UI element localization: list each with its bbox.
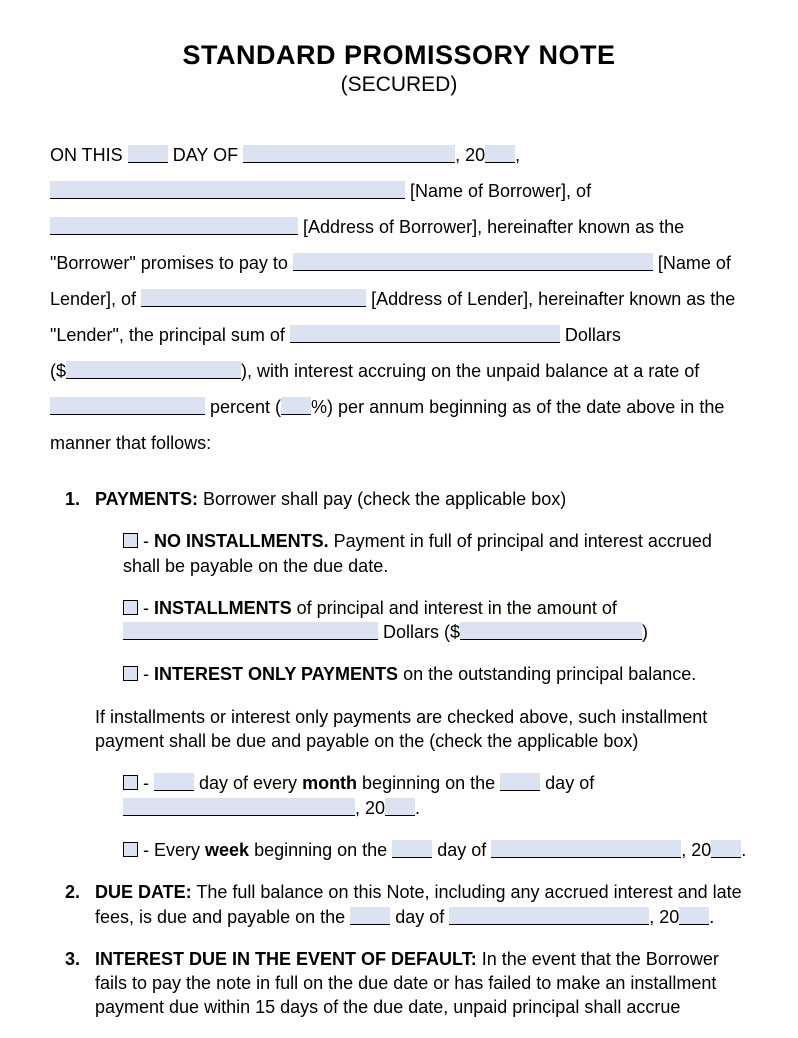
field-due-year[interactable] (679, 907, 709, 925)
section-num-1: 1. (65, 487, 95, 511)
text-on-this: ON THIS (50, 145, 123, 165)
due-date-text-d: . (709, 907, 714, 927)
payments-label: PAYMENTS: (95, 489, 198, 509)
section-num-3: 3. (65, 947, 95, 971)
section-num-2: 2. (65, 880, 95, 904)
field-week-begin-day[interactable] (392, 840, 432, 858)
field-percent-num[interactable] (281, 397, 311, 415)
section-default-interest: 3.INTEREST DUE IN THE EVENT OF DEFAULT: … (95, 947, 748, 1020)
field-month-begin-day[interactable] (500, 773, 540, 791)
checkbox-installments[interactable] (123, 600, 138, 615)
field-installment-amount[interactable] (460, 622, 642, 640)
text-close-interest: ), with interest accruing on the unpaid … (241, 361, 699, 381)
text-lender-principal: "Lender", the principal sum of (50, 325, 290, 345)
due-date-label: DUE DATE: (95, 882, 192, 902)
sched2-twenty: , 20 (681, 840, 711, 860)
opt3-bold: INTEREST ONLY PAYMENTS (154, 664, 398, 684)
opt2-text: of principal and interest in the amount … (292, 598, 617, 618)
field-week-begin-year[interactable] (711, 840, 741, 858)
due-date-text-c: , 20 (649, 907, 679, 927)
sched1-dash: - (138, 773, 154, 793)
intro-paragraph: ON THIS DAY OF , 20, [Name of Borrower],… (50, 137, 748, 461)
field-principal-amount[interactable] (66, 361, 241, 379)
field-year[interactable] (485, 145, 515, 163)
text-lender-of: Lender], of (50, 289, 141, 309)
sched1-b: beginning on the (357, 773, 500, 793)
opt3-dash: - (138, 664, 154, 684)
text-addr-borrower: [Address of Borrower], hereinafter known… (298, 217, 684, 237)
sched2-dash: - Every (138, 840, 205, 860)
opt1-bold: NO INSTALLMENTS. (154, 531, 329, 551)
field-month-ordinal[interactable] (154, 773, 194, 791)
text-open-dollar: ($ (50, 361, 66, 381)
text-addr-lender: [Address of Lender], hereinafter known a… (366, 289, 735, 309)
field-borrower-address[interactable] (50, 217, 298, 235)
sched2-period: . (741, 840, 746, 860)
opt2-dash: - (138, 598, 154, 618)
sched1-month: month (302, 773, 357, 793)
opt2-bold: INSTALLMENTS (154, 598, 292, 618)
text-manner: manner that follows: (50, 433, 211, 453)
checkbox-no-installments[interactable] (123, 533, 138, 548)
sched2-b: day of (432, 840, 491, 860)
option-interest-only: - INTEREST ONLY PAYMENTS on the outstand… (95, 662, 748, 686)
text-twenty: , 20 (455, 145, 485, 165)
payments-text: Borrower shall pay (check the applicable… (198, 489, 566, 509)
text-name-borrower: [Name of Borrower], of (405, 181, 591, 201)
sched1-period: . (415, 798, 420, 818)
field-week-begin-month[interactable] (491, 840, 681, 858)
field-lender-address[interactable] (141, 289, 366, 307)
field-due-month[interactable] (449, 907, 649, 925)
default-interest-label: INTEREST DUE IN THE EVENT OF DEFAULT: (95, 949, 477, 969)
sched2-a: beginning on the (249, 840, 392, 860)
opt2-close: ) (642, 622, 648, 642)
sched1-a: day of every (194, 773, 302, 793)
field-day[interactable] (128, 145, 168, 163)
document-subtitle: (SECURED) (50, 73, 748, 97)
section-payments: 1.PAYMENTS: Borrower shall pay (check th… (95, 487, 748, 511)
checkbox-schedule-month[interactable] (123, 775, 138, 790)
field-borrower-name[interactable] (50, 181, 405, 199)
field-month[interactable] (243, 145, 455, 163)
field-principal-words[interactable] (290, 325, 560, 343)
text-percent-close: %) per annum beginning as of the date ab… (311, 397, 724, 417)
checkbox-schedule-week[interactable] (123, 842, 138, 857)
text-borrower-promises: "Borrower" promises to pay to (50, 253, 293, 273)
sched1-c: day of (540, 773, 594, 793)
schedule-intro: If installments or interest only payment… (95, 705, 748, 754)
field-percent-words[interactable] (50, 397, 205, 415)
text-day-of: DAY OF (173, 145, 238, 165)
field-due-day[interactable] (350, 907, 390, 925)
field-month-begin-month[interactable] (123, 798, 355, 816)
schedule-week: - Every week beginning on the day of , 2… (95, 838, 748, 862)
text-comma: , (515, 145, 520, 165)
schedule-month: - day of every month beginning on the da… (95, 771, 748, 820)
field-installment-words[interactable] (123, 622, 378, 640)
opt1-dash: - (138, 531, 154, 551)
text-dollars: Dollars (560, 325, 621, 345)
due-date-text-b: day of (390, 907, 449, 927)
section-due-date: 2.DUE DATE: The full balance on this Not… (95, 880, 748, 929)
checkbox-interest-only[interactable] (123, 666, 138, 681)
text-name-lender: [Name of (653, 253, 731, 273)
field-lender-name[interactable] (293, 253, 653, 271)
sched1-twenty: , 20 (355, 798, 385, 818)
opt2-dollars: Dollars ($ (378, 622, 460, 642)
text-percent-open: percent ( (205, 397, 281, 417)
opt3-text: on the outstanding principal balance. (398, 664, 696, 684)
option-no-installments: - NO INSTALLMENTS. Payment in full of pr… (95, 529, 748, 578)
document-title: STANDARD PROMISSORY NOTE (50, 40, 748, 71)
option-installments: - INSTALLMENTS of principal and interest… (95, 596, 748, 645)
field-month-begin-year[interactable] (385, 798, 415, 816)
sched2-week: week (205, 840, 249, 860)
